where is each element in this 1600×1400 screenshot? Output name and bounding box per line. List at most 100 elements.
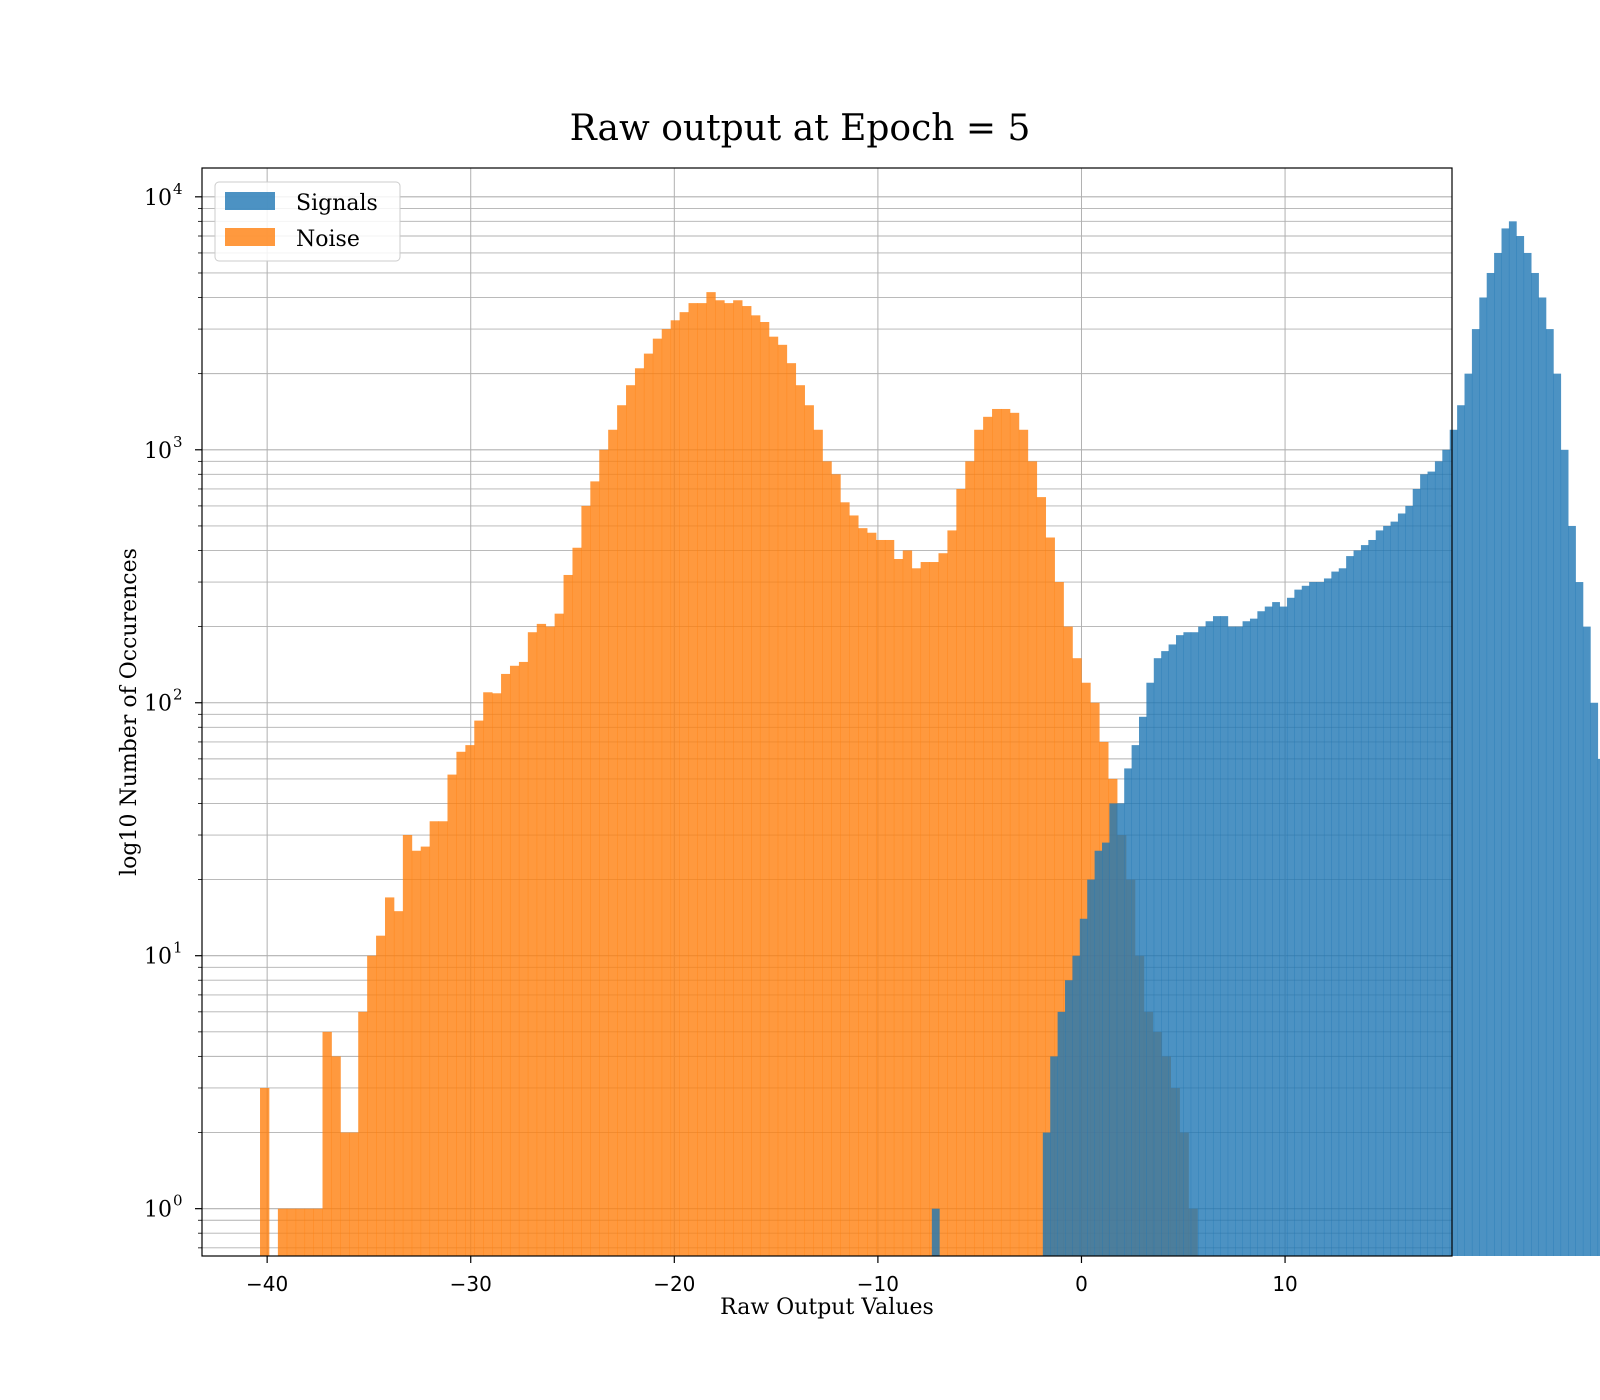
noise-bar [902,550,913,1256]
y-tick-label-exponent: 3 [173,433,183,451]
signals-bar [1479,297,1488,1256]
x-axis-label: Raw Output Values [720,1295,934,1320]
x-tick-label: −30 [450,1272,492,1296]
signals-bar [1427,471,1436,1257]
x-axis-ticks: −40 −30 −20 −10 0 10 [246,1256,1298,1296]
signals-bar [1242,621,1251,1256]
signals-bar [1294,589,1303,1256]
signals-bar [1560,449,1569,1256]
noise-bar [429,821,439,1256]
signals-bar [1346,556,1354,1256]
noise-bar [1036,497,1047,1256]
noise-bar [599,449,609,1256]
y-tick-label-exponent: 1 [173,939,183,957]
legend-noise-label: Noise [296,227,360,252]
noise-bar [563,574,573,1256]
y-tick-label-exponent: 2 [173,686,183,704]
noise-bar [688,303,698,1256]
signals-bar [931,1208,940,1256]
noise-bar [777,344,788,1256]
signals-bar [1065,980,1073,1256]
noise-bar [376,935,386,1256]
noise-bar [304,1208,314,1256]
signals-bar [1124,768,1132,1256]
signals-bar [1183,632,1192,1256]
noise-bar [590,481,600,1256]
signals-bar [1079,918,1088,1256]
signals-bar [1109,803,1118,1256]
noise-bar [1000,408,1011,1257]
signals-bar [1309,582,1317,1256]
signals-bar [1139,716,1147,1256]
signals-bar [1442,449,1451,1256]
signals-bar [1116,803,1125,1256]
noise-bar [956,488,966,1257]
signals-bar [1220,616,1229,1256]
signals-bar [1568,525,1576,1256]
noise-bar [420,846,431,1256]
noise-bar [411,850,422,1256]
signals-bar [1198,626,1206,1256]
signals-bar [1042,1132,1051,1256]
signals-bar [1153,658,1162,1256]
signals-bar [1553,373,1562,1256]
signals-bar [1212,616,1221,1256]
signals-bar [1257,611,1266,1256]
noise-bar [536,623,547,1256]
legend: Signals Noise [214,181,401,262]
signals-bar [1249,618,1258,1256]
signals-bar [1575,582,1584,1256]
noise-bar [1045,537,1055,1256]
signals-bar [1235,626,1243,1256]
y-axis-label: log10 Number of Occurences [117,548,142,876]
chart-title: Raw output at Epoch = 5 [570,108,1031,149]
noise-bar [322,1031,332,1256]
signals-bar [1072,955,1081,1256]
signals-bar [1146,682,1155,1256]
signals-bar [1286,597,1295,1256]
signals-bar [1050,1056,1059,1256]
legend-signals-label: Signals [296,191,378,216]
noise-bar [545,626,556,1256]
signals-bar [1205,621,1214,1256]
signals-bar [1368,539,1377,1256]
noise-bar [572,547,582,1256]
signals-bar [1338,568,1347,1256]
noise-bar [447,774,457,1256]
noise-bar [474,720,484,1256]
y-tick-label: 10 [144,1198,172,1223]
noise-bar [331,1056,341,1256]
noise-bar [858,528,868,1256]
noise-bar [286,1208,297,1256]
noise-bar [661,329,672,1257]
noise-bar [260,1087,270,1256]
signals-bar [1190,632,1199,1256]
signals-bar [1508,221,1517,1257]
noise-bar [992,408,1002,1257]
noise-bar [349,1132,359,1256]
noise-bar [465,745,475,1256]
noise-bar [965,461,975,1256]
noise-bar [884,539,895,1256]
noise-bar [1054,582,1064,1256]
noise-bar [1063,626,1073,1256]
legend-noise-swatch [225,228,275,246]
noise-bar [795,385,805,1257]
x-tick-label: 0 [1075,1272,1088,1296]
signals-bar [1131,745,1140,1256]
y-tick-label-exponent: 0 [173,1192,183,1210]
noise-bar [367,955,377,1256]
signals-bar [1316,582,1325,1256]
noise-bar [456,751,466,1256]
signals-bar [1420,474,1428,1256]
noise-bar [938,553,948,1256]
noise-bar [813,429,823,1256]
signals-bar [1057,1011,1066,1256]
x-tick-label: −40 [246,1272,288,1296]
noise-bar [608,429,618,1256]
noise-bar [617,405,627,1256]
signals-bar [1464,373,1473,1256]
signals-series [931,221,1600,1257]
